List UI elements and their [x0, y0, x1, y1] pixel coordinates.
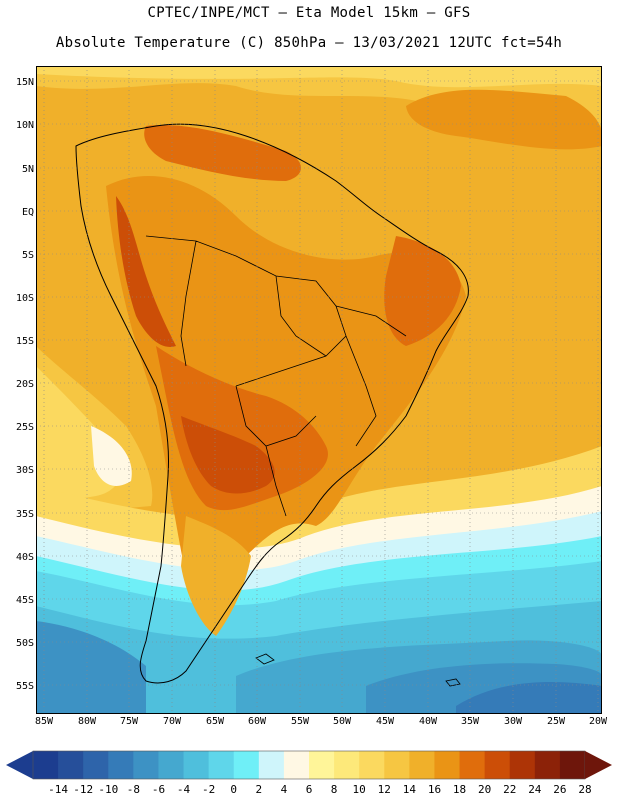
graticule	[36, 66, 602, 714]
lon-label: 80W	[77, 716, 97, 727]
colorbar-label: -14	[48, 783, 69, 796]
lon-label: 55W	[290, 716, 310, 727]
colorbar-cell	[58, 751, 84, 779]
lat-label: 30S	[15, 465, 34, 476]
lat-label: 5N	[21, 164, 34, 175]
map-frame	[36, 66, 602, 714]
colorbar-cell	[409, 751, 435, 779]
colorbar-cell	[434, 751, 461, 779]
colorbar-cell	[309, 751, 335, 779]
lon-label: 50W	[332, 716, 352, 727]
colorbar-label: -10	[98, 783, 119, 796]
colorbar-cell	[258, 751, 285, 779]
lat-label: 35S	[15, 509, 34, 520]
lon-label: 75W	[119, 716, 139, 727]
lat-label: 15S	[15, 336, 34, 347]
colorbar-cell	[158, 751, 185, 779]
colorbar-cell	[33, 751, 59, 779]
colorbar-cell	[208, 751, 235, 779]
colorbar-label: 22	[503, 783, 517, 796]
colorbar-label: 24	[528, 783, 542, 796]
colorbar-label: 20	[478, 783, 492, 796]
colorbar-cell	[108, 751, 134, 779]
colorbar-cell	[534, 751, 561, 779]
colorbar-label: -2	[202, 783, 216, 796]
colorbar-cell	[334, 751, 360, 779]
patagonia-warm	[181, 516, 251, 636]
colorbar-label: 8	[330, 783, 338, 796]
colorbar-cell	[559, 751, 586, 779]
lat-label: EQ	[21, 207, 34, 218]
lat-label: 50S	[15, 638, 34, 649]
lat-label: 10S	[15, 293, 34, 304]
colorbar-label: 0	[230, 783, 238, 796]
colorbar-cell	[283, 751, 310, 779]
title-line-2: Absolute Temperature (C) 850hPa – 13/03/…	[55, 35, 563, 51]
band-sw-blue	[36, 621, 146, 714]
colorbar	[6, 750, 612, 780]
colorbar-label: -6	[151, 783, 166, 796]
lon-label: 85W	[34, 716, 54, 727]
colorbar-label: -8	[126, 783, 140, 796]
colorbar-cell	[384, 751, 410, 779]
lat-label: 15N	[15, 77, 34, 88]
colorbar-cell	[359, 751, 385, 779]
colorbar-label: 18	[452, 783, 467, 796]
lon-label: 45W	[375, 716, 395, 727]
colorbar-label: 12	[377, 783, 391, 796]
lat-label: 20S	[15, 379, 34, 390]
field-north-light	[36, 66, 602, 88]
colorbar-cell	[484, 751, 511, 779]
colorbar-label: 14	[402, 783, 416, 796]
lat-label: 10N	[15, 120, 34, 131]
colorbar-arrow-right-icon	[585, 751, 612, 779]
title-line-1: CPTEC/INPE/MCT – Eta Model 15km – GFS	[147, 5, 471, 21]
colorbar-label: 28	[578, 783, 592, 796]
colorbar-label: 2	[255, 783, 263, 796]
lon-label: 35W	[460, 716, 480, 727]
colorbar-cell	[183, 751, 210, 779]
island-south-georgia	[445, 678, 461, 687]
lat-label: 40S	[15, 552, 34, 563]
land-andes-hot	[116, 196, 176, 347]
lon-label: 30W	[503, 716, 523, 727]
colorbar-cell	[459, 751, 486, 779]
band-deep-blue	[456, 682, 602, 714]
colorbar-cell	[233, 751, 260, 779]
lat-label: 45S	[15, 595, 34, 606]
lon-label: 25W	[546, 716, 566, 727]
lon-label: 60W	[247, 716, 267, 727]
colorbar-label: 16	[427, 783, 442, 796]
lat-label: 5S	[21, 250, 34, 261]
lon-label: 65W	[205, 716, 225, 727]
field-pacific-white	[91, 426, 132, 486]
island-falklands	[255, 653, 275, 665]
land-ne-hot	[384, 236, 461, 346]
lon-label: 20W	[588, 716, 608, 727]
temperature-map	[36, 66, 602, 714]
land-north-hot	[144, 125, 301, 181]
colorbar-arrow-left-icon	[6, 751, 33, 779]
lat-label: 25S	[15, 422, 34, 433]
colorbar-cell	[83, 751, 109, 779]
colorbar-label: -4	[176, 783, 191, 796]
colorbar-label: 26	[553, 783, 567, 796]
coastline-south-america	[75, 123, 469, 684]
colorbar-label: 6	[305, 783, 313, 796]
colorbar-label: 4	[280, 783, 288, 796]
field-atlantic-orange	[406, 89, 602, 150]
lat-label: 55S	[15, 681, 34, 692]
colorbar-cell	[509, 751, 536, 779]
land-hot-core	[181, 416, 275, 494]
colorbar-label: 10	[352, 783, 366, 796]
border-lines	[145, 235, 407, 517]
lon-label: 40W	[418, 716, 438, 727]
colorbar-cell	[133, 751, 159, 779]
colorbar-label: -12	[73, 783, 94, 796]
lon-label: 70W	[162, 716, 182, 727]
